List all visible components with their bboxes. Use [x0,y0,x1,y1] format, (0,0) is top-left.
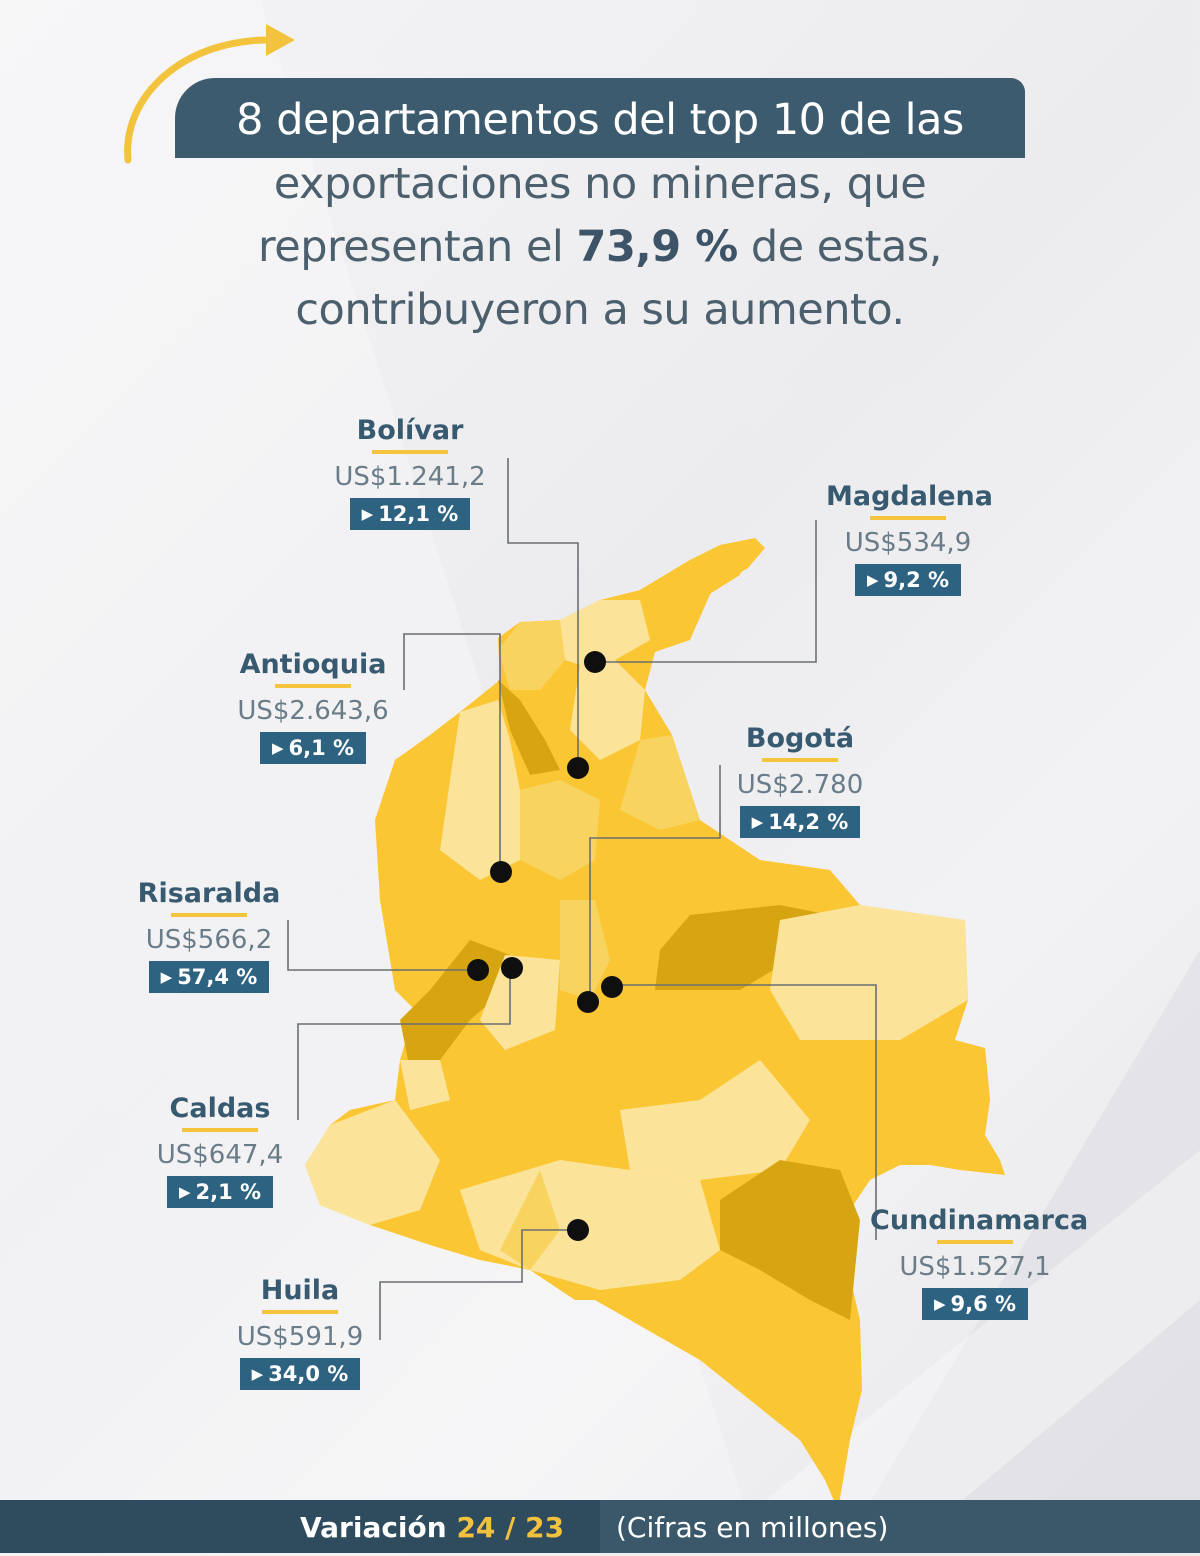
dept-change: 34,0 % [268,1362,349,1386]
dept-underline [275,684,351,688]
dept-name: Risaralda [137,878,281,909]
footer-accent [0,1500,600,1553]
headline-line-1: 8 departamentos del top 10 de las [236,95,964,145]
dept-name: Magdalena [826,481,993,512]
dept-change: 57,4 % [177,965,258,989]
dept-change: 12,1 % [378,502,459,526]
leader-lines [287,458,877,1340]
footer-variation-years: 24 / 23 [456,1511,565,1544]
play-triangle-icon: ▶ [271,739,284,757]
dot-risaralda [467,959,489,981]
play-triangle-icon: ▶ [178,1183,191,1201]
headline-highlight-percent: 73,9 % [576,222,739,272]
dept-underline [171,913,247,917]
dept-value: US$591,9 [236,1322,364,1352]
dept-change-badge: ▶ 14,2 % [739,806,861,838]
dept-label-bogota: Bogotá US$2.780 ▶ 14,2 % [720,722,880,838]
play-triangle-icon: ▶ [251,1365,264,1383]
dept-label-risaralda: Risaralda US$566,2 ▶ 57,4 % [130,877,288,993]
dept-underline [870,516,946,520]
dot-magdalena [584,651,606,673]
leader-line-huila [379,1229,578,1340]
leader-line-bogota [589,765,721,1000]
play-triangle-icon: ▶ [160,968,173,986]
location-dots [467,651,623,1241]
dept-name: Cundinamarca [870,1205,1089,1236]
dept-underline [262,1310,338,1314]
leader-line-magdalena [595,520,817,663]
headline-line-3-end: de estas, [737,222,943,272]
dept-underline [937,1240,1013,1244]
dot-bolivar [567,757,589,779]
dept-value: US$647,4 [156,1140,284,1170]
curved-arrow-icon [124,24,295,164]
dept-change: 9,2 % [883,568,950,592]
dept-label-bolivar: Bolívar US$1.241,2 ▶ 12,1 % [330,414,490,530]
dept-change-badge: ▶ 6,1 % [259,732,367,764]
dept-name: Caldas [169,1093,271,1124]
leader-line-antioquia [403,633,501,872]
play-triangle-icon: ▶ [751,813,764,831]
footer-note: (Cifras en millones) [616,1511,889,1544]
dept-change: 2,1 % [195,1180,262,1204]
dept-change: 14,2 % [768,810,849,834]
dept-underline [182,1128,258,1132]
dept-change-badge: ▶ 9,2 % [854,564,962,596]
leader-line-bolivar [507,458,579,768]
dept-label-huila: Huila US$591,9 ▶ 34,0 % [220,1274,380,1390]
dept-label-magdalena: Magdalena US$534,9 ▶ 9,2 % [826,480,993,596]
play-triangle-icon: ▶ [933,1295,946,1313]
dept-change: 6,1 % [288,736,355,760]
dept-change-badge: ▶ 2,1 % [166,1176,274,1208]
dept-underline [372,450,448,454]
play-triangle-icon: ▶ [361,505,374,523]
dept-name: Bogotá [745,723,855,754]
play-triangle-icon: ▶ [866,571,879,589]
dot-antioquia [490,861,512,883]
headline-line-4: contribuyeron a su aumento. [295,285,905,335]
dept-underline [762,758,838,762]
dept-value: US$2.780 [736,770,864,800]
leader-line-caldas [297,968,511,1120]
dept-change-badge: ▶ 34,0 % [239,1358,361,1390]
dept-change-badge: ▶ 57,4 % [148,961,270,993]
dot-huila [567,1219,589,1241]
dept-name: Bolívar [356,415,464,446]
dept-value: US$566,2 [145,925,273,955]
leader-line-risaralda [287,920,478,971]
dept-value: US$2.643,6 [237,696,389,726]
headline-line-3: representan el 73,9 % de estas, [150,215,1050,279]
dept-value: US$1.527,1 [899,1252,1051,1282]
dept-label-caldas: Caldas US$647,4 ▶ 2,1 % [140,1092,300,1208]
footer-variation-label: Variación [300,1511,457,1544]
dept-change-badge: ▶ 12,1 % [349,498,471,530]
dept-name: Antioquia [239,649,387,680]
headline-line-3-start: representan el [258,222,577,272]
headline-line-2: exportaciones no mineras, que [273,159,927,209]
dept-value: US$534,9 [844,528,972,558]
dot-caldas [501,957,523,979]
dot-cundinamarca [601,976,623,998]
footer-variation: Variación 24 / 23 [300,1500,564,1553]
dot-bogota [577,991,599,1013]
dept-change-badge: ▶ 9,6 % [921,1288,1029,1320]
dept-change: 9,6 % [950,1292,1017,1316]
dept-label-antioquia: Antioquia US$2.643,6 ▶ 6,1 % [230,648,396,764]
dept-label-cundinamarca: Cundinamarca US$1.527,1 ▶ 9,6 % [870,1204,1089,1320]
dept-value: US$1.241,2 [334,462,486,492]
leader-line-cundinamarca [612,984,877,1240]
dept-name: Huila [260,1275,340,1306]
headline-banner [175,78,1025,158]
